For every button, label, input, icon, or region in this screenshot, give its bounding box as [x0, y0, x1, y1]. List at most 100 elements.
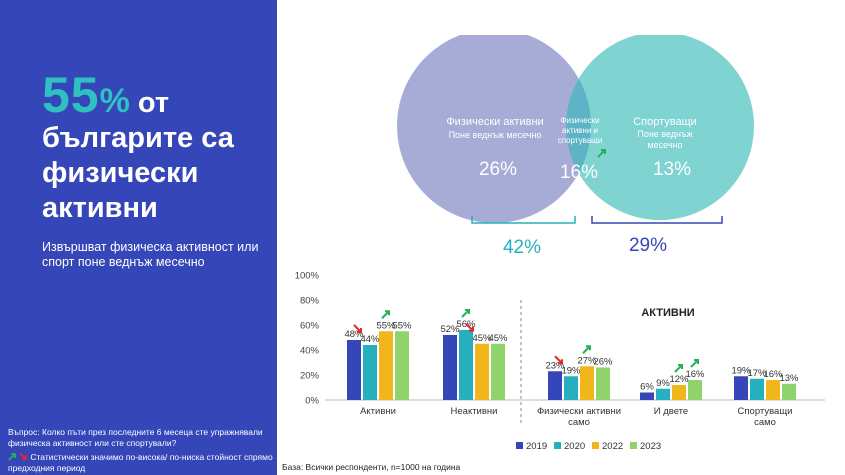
- venn-right-bracket: [591, 216, 723, 224]
- bar: [347, 340, 361, 400]
- venn-right-sub-1: Поне веднъж: [637, 129, 692, 139]
- bar: [564, 376, 578, 400]
- venn-right-title: Спортуващи: [633, 116, 697, 128]
- legend: 2019 2020 2022 2023: [516, 441, 661, 452]
- y-tick-label: 20%: [300, 371, 320, 382]
- bar: [672, 385, 686, 400]
- data-label: 44%: [360, 334, 380, 345]
- significance-up-arrow-icon: [461, 309, 470, 318]
- x-tick-label: Физически активни само: [537, 406, 621, 428]
- significance-note-text: Статистически значимо по-висока/ по-ниск…: [8, 452, 273, 473]
- data-label: 55%: [376, 320, 396, 331]
- venn-overlap-value: 16%: [560, 162, 598, 183]
- bar: [734, 376, 748, 400]
- data-label: 45%: [488, 333, 508, 344]
- legend-label: 2022: [602, 441, 623, 452]
- legend-swatch: [592, 442, 599, 449]
- legend-swatch: [554, 442, 561, 449]
- significance-up-arrow-icon: [674, 364, 683, 373]
- bar: [656, 388, 670, 400]
- venn-overlap-title-2: активни и: [562, 126, 598, 135]
- data-label: 26%: [593, 357, 613, 368]
- bar: [395, 331, 409, 400]
- bars: 48%44%55%55% 52%56%45%45%23%19%27%26%6% 9%…: [344, 309, 799, 400]
- headline-line3: физически: [42, 157, 199, 189]
- data-label: 12%: [669, 374, 689, 385]
- bar: [782, 383, 796, 400]
- bar: [548, 371, 562, 400]
- bar: [491, 343, 505, 400]
- data-label: 52%: [440, 324, 460, 335]
- significance-up-arrow-icon: [381, 310, 390, 319]
- bar-chart: 0% 20% 40% 60% 80% 100% АКТИВНИ 48%44% 55%55% 5…: [295, 271, 825, 452]
- y-tick-label: 0%: [305, 396, 319, 407]
- bar: [459, 330, 473, 400]
- y-tick-label: 60%: [300, 321, 320, 332]
- venn-left-value: 26%: [479, 159, 517, 180]
- bar: [363, 345, 377, 400]
- data-label: 55%: [392, 320, 412, 331]
- data-label: 48%: [344, 329, 364, 340]
- venn-left-total: 42%: [503, 237, 541, 258]
- significance-note: Статистически значимо по-висока/ по-ниск…: [8, 452, 273, 473]
- base-note: База: Всички респонденти, n=1000 на годи…: [282, 462, 461, 472]
- data-label: 13%: [779, 373, 799, 384]
- y-axis: 0% 20% 40% 60% 80% 100%: [295, 271, 320, 407]
- y-tick-label: 80%: [300, 296, 320, 307]
- bar: [596, 367, 610, 400]
- headline-value: 55: [42, 67, 100, 123]
- significance-down-arrow-icon: [554, 355, 563, 365]
- legend-swatch: [630, 442, 637, 449]
- x-axis-labels: Активни Неактивни Физически активни само И д…: [360, 406, 792, 428]
- venn-left-bracket: [471, 216, 576, 224]
- venn-right-circle: [566, 35, 754, 220]
- significance-up-arrow-icon: [690, 359, 699, 368]
- data-label: 17%: [747, 368, 767, 379]
- headline-line2: българите са: [42, 122, 234, 154]
- bar: [443, 335, 457, 400]
- headline-line1: от: [129, 87, 170, 119]
- bar: [766, 380, 780, 400]
- headline: 55% от българите са физически активни: [42, 70, 272, 226]
- significance-up-arrow-icon: [582, 345, 591, 354]
- venn-diagram: Физически активни Поне веднъж месечно 26…: [397, 35, 754, 258]
- venn-overlap-title-1: Физически: [560, 116, 599, 125]
- chart-title: АКТИВНИ: [641, 307, 694, 319]
- data-label: 19%: [561, 365, 581, 376]
- significance-down-arrow-icon: [465, 323, 474, 332]
- headline-percent: %: [99, 82, 130, 120]
- significance-down-arrow-icon: [353, 324, 362, 333]
- data-label: 45%: [472, 333, 492, 344]
- bar: [379, 331, 393, 400]
- data-label: 23%: [545, 360, 565, 371]
- x-tick-label: Спортуващи само: [738, 406, 793, 428]
- headline-line4: активни: [42, 192, 158, 224]
- venn-left-sub: Поне веднъж месечно: [449, 130, 542, 140]
- left-panel: 55% от българите са физически активни Из…: [0, 0, 277, 475]
- subheadline: Извършват физическа активност или спорт …: [42, 240, 259, 269]
- y-tick-label: 100%: [295, 271, 320, 282]
- bar: [475, 343, 489, 400]
- data-label: 9%: [656, 378, 670, 389]
- legend-label: 2023: [640, 441, 661, 452]
- legend-label: 2019: [526, 441, 547, 452]
- venn-left-circle: [397, 35, 591, 223]
- venn-right-total: 29%: [629, 235, 667, 256]
- data-label: 16%: [763, 369, 783, 380]
- y-tick-label: 40%: [300, 346, 320, 357]
- bar: [750, 378, 764, 400]
- venn-right-value: 13%: [653, 159, 691, 180]
- x-tick-label: Неактивни: [451, 406, 498, 417]
- data-label: 6%: [640, 382, 654, 393]
- data-label: 16%: [685, 369, 705, 380]
- significance-arrows-icon: [8, 452, 27, 461]
- bar: [640, 392, 654, 400]
- x-tick-label: Активни: [360, 406, 396, 417]
- bar: [580, 366, 594, 400]
- data-label: 27%: [577, 355, 597, 366]
- venn-right-sub-2: месечно: [647, 140, 682, 150]
- bar: [688, 380, 702, 400]
- venn-up-arrow-icon: [597, 149, 606, 158]
- legend-swatch: [516, 442, 523, 449]
- data-label: 19%: [731, 365, 751, 376]
